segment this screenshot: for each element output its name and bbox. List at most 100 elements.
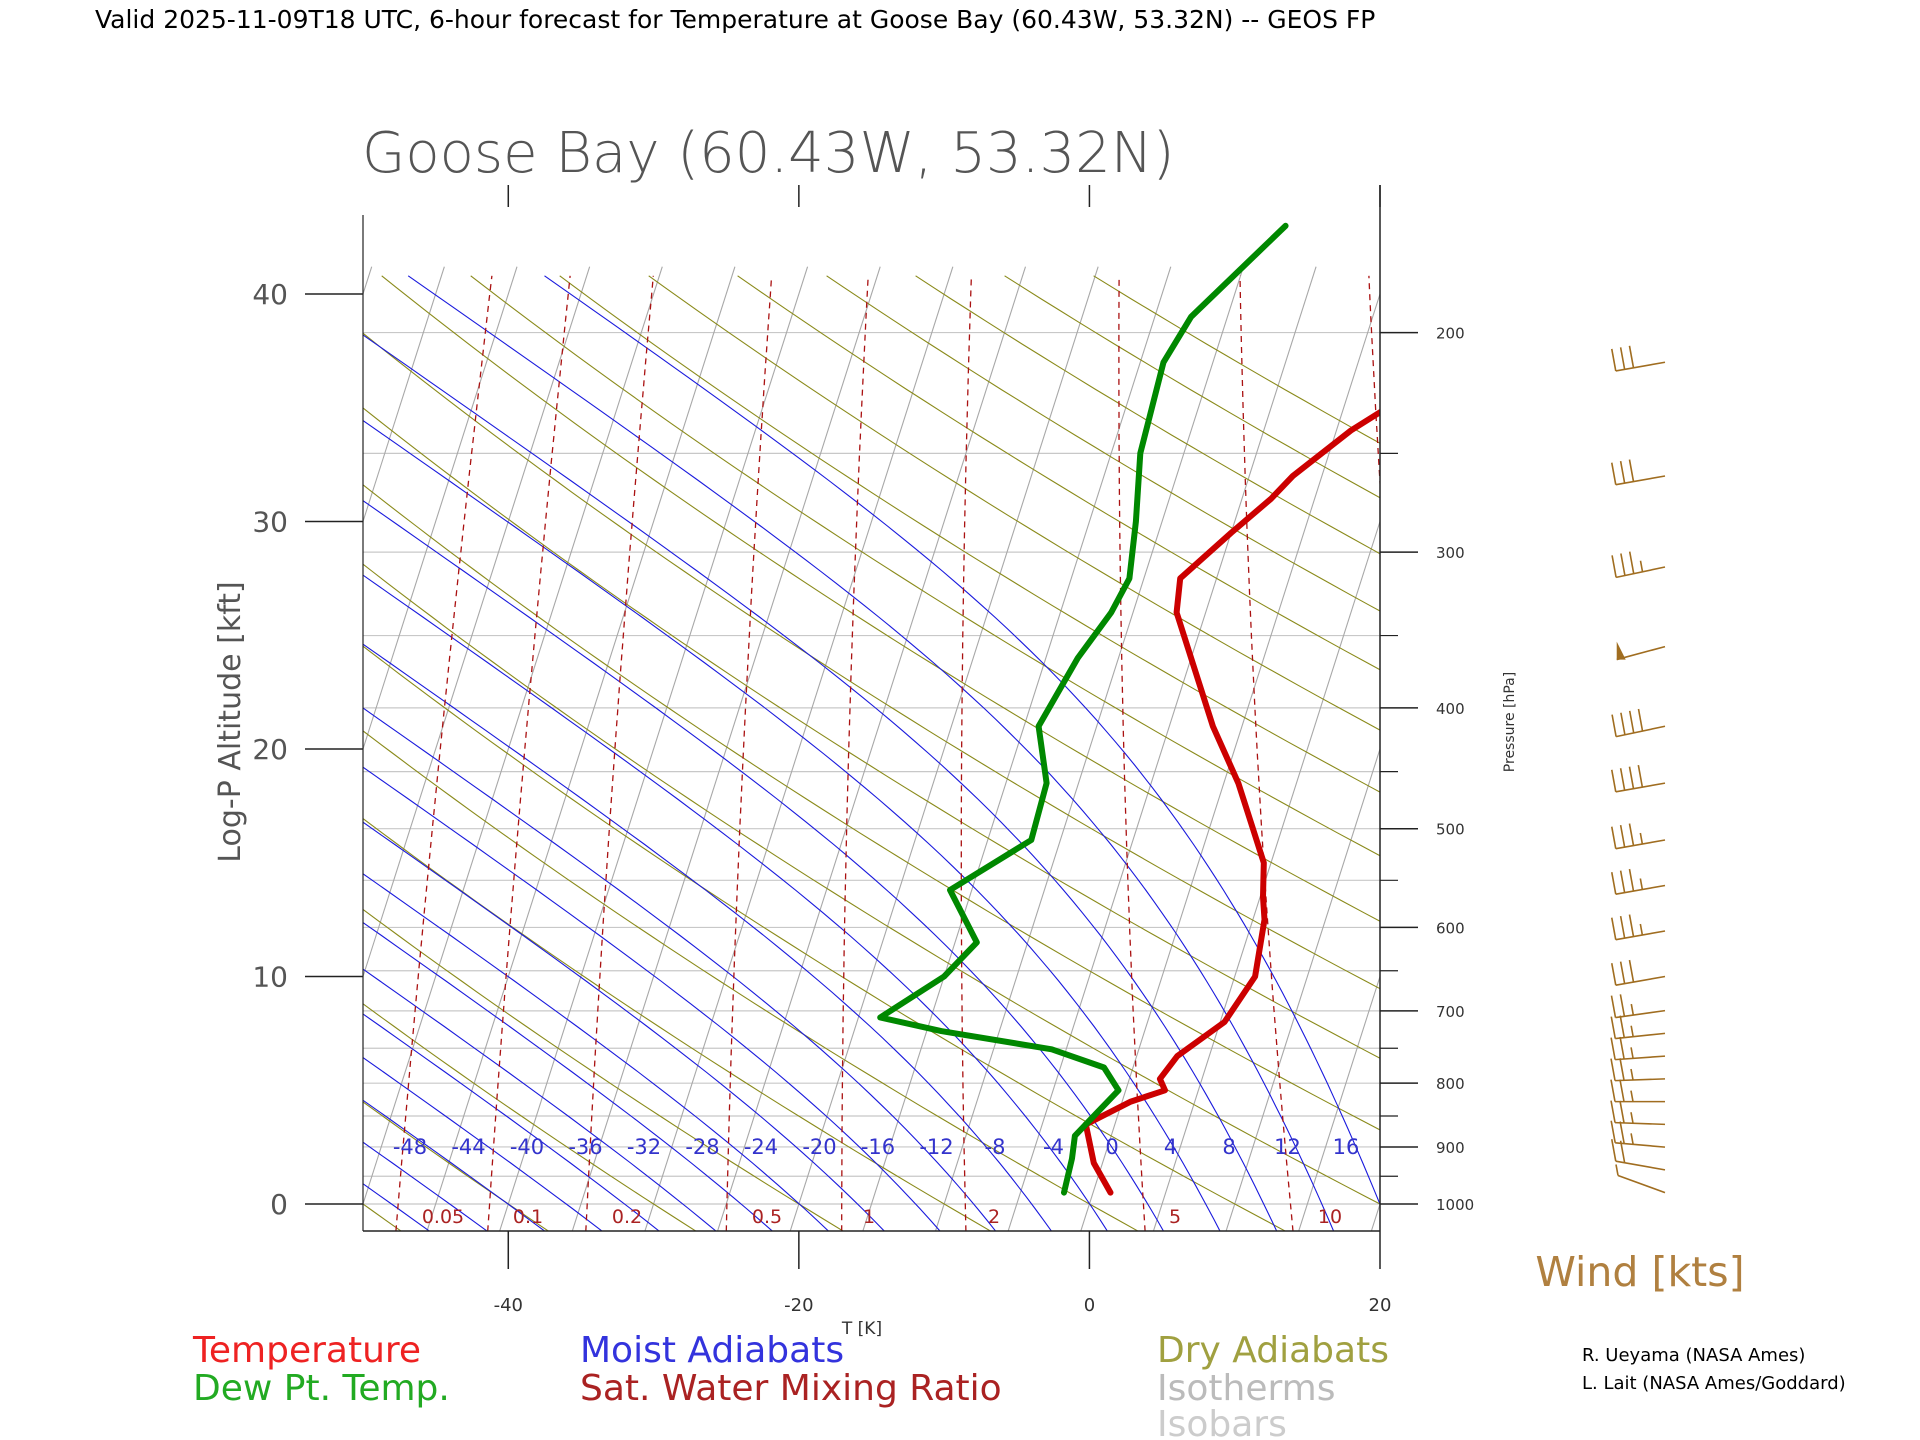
moist-adiabat [363, 1013, 660, 1231]
mixing-ratio-label: 5 [1169, 1206, 1181, 1228]
isotherm [717, 266, 1027, 1231]
isotherm [1589, 267, 1897, 1232]
moist-adiabat-label: -36 [568, 1135, 602, 1159]
x-axis-label: T [K] [841, 1319, 882, 1339]
wind-barb-half-feather [1639, 878, 1644, 890]
profiles [877, 222, 1380, 1196]
wind-barb-half-feather [1639, 923, 1644, 936]
wind-barb-feather [1619, 1121, 1625, 1144]
wind-barb-feather [1610, 1079, 1616, 1102]
wind-barb-feather [1610, 462, 1617, 485]
mixing-ratio-label: 0.2 [612, 1206, 642, 1228]
y-tick-label: 20 [252, 733, 288, 766]
moist-adiabat-label: -28 [685, 1135, 719, 1159]
wind-barb-flag [1616, 641, 1626, 660]
x-tick-label: 0 [1084, 1295, 1095, 1316]
moist-adiabat-label: 12 [1274, 1135, 1301, 1159]
moist-adiabat [363, 968, 717, 1231]
wind-barb [1610, 994, 1666, 1019]
legend-item: Dry Adiabats [1157, 1330, 1389, 1371]
wind-barb-feather [1619, 1140, 1626, 1163]
wind-barb-feather [1628, 459, 1635, 482]
background-lines [363, 266, 1920, 1232]
wind-barb [1610, 459, 1666, 486]
wind-barb-feather [1619, 768, 1626, 791]
moist-adiabat-label: 0 [1105, 1135, 1118, 1159]
wind-axis-label: Wind [kts] [1535, 1248, 1744, 1296]
moist-adiabat-label: -44 [451, 1135, 485, 1159]
isotherm [426, 266, 736, 1231]
profile-temperature [1082, 408, 1380, 1196]
wind-barb-feather [1619, 1079, 1625, 1102]
pressure-tick-label: 400 [1436, 700, 1465, 718]
wind-barb-feather [1611, 714, 1617, 737]
moist-adiabat-label: 4 [1164, 1135, 1177, 1159]
moist-adiabat-label: -12 [919, 1135, 953, 1159]
wind-barb-feather [1610, 1120, 1616, 1143]
mixing-ratio-label: 2 [988, 1206, 1000, 1228]
dry-adiabat [363, 484, 1380, 1131]
legend-item: Isobars [1157, 1404, 1287, 1440]
moist-adiabat [363, 766, 941, 1231]
wind-barbs [1610, 345, 1666, 1194]
x-tick-label: -40 [494, 1295, 523, 1316]
moist-adiabat-label: -16 [861, 1135, 895, 1159]
wind-barb [1616, 641, 1666, 661]
wind-barb-feather [1610, 963, 1617, 986]
moist-adiabat [407, 275, 1335, 1231]
dry-adiabat [363, 563, 1380, 1205]
wind-barb-staff [1617, 1174, 1666, 1194]
moist-adiabat [363, 921, 773, 1231]
moist-adiabat [363, 1056, 603, 1231]
profile-dew-pt-temp [877, 222, 1289, 1196]
isotherm [363, 266, 663, 1206]
moist-adiabat-label: -40 [510, 1135, 544, 1159]
isotherm [363, 266, 445, 524]
wind-barb-feather [1619, 961, 1626, 984]
wind-barb-feather [1619, 1100, 1625, 1124]
wind-barb-staff [1615, 1141, 1666, 1148]
wind-barb-half-feather [1630, 1025, 1634, 1037]
credit-line: R. Ueyama (NASA Ames) [1582, 1345, 1805, 1366]
pressure-tick-label: 900 [1436, 1139, 1465, 1157]
wind-barb-feather [1619, 824, 1626, 848]
wind-barb [1610, 823, 1666, 850]
isotherm [1298, 974, 1380, 1231]
mixing-ratio-line [395, 275, 493, 1231]
moist-adiabat-label: -20 [802, 1135, 836, 1159]
wind-barb-staff [1616, 645, 1666, 661]
wind-barb [1611, 551, 1666, 579]
dry-adiabat [381, 275, 1380, 922]
wind-barb-half-feather [1615, 1164, 1619, 1176]
wind-barb-feather [1637, 764, 1644, 788]
moist-adiabat [363, 574, 1108, 1231]
isotherm [1662, 267, 1920, 1232]
dry-adiabat [363, 645, 1286, 1231]
wind-barb [1610, 914, 1666, 941]
dry-adiabat [363, 908, 844, 1231]
dry-adiabat [363, 1203, 402, 1231]
wind-barb-half-feather [1630, 1112, 1634, 1124]
legend-item: Dew Pt. Temp. [193, 1368, 450, 1409]
pressure-tick-label: 800 [1436, 1075, 1465, 1093]
chart-title: Goose Bay (60.43W, 53.32N) [362, 121, 1174, 186]
wind-barb [1611, 708, 1666, 738]
wind-barb-feather [1610, 1100, 1616, 1123]
wind-barb [1610, 1100, 1666, 1126]
wind-barb [1610, 1036, 1666, 1061]
mixing-ratio-label: 10 [1318, 1206, 1342, 1228]
x-tick-label: -20 [784, 1295, 813, 1316]
header-title: Valid 2025-11-09T18 UTC, 6-hour forecast… [95, 5, 1375, 34]
pressure-tick-label: 700 [1436, 1003, 1465, 1021]
moist-adiabat [363, 499, 1165, 1231]
wind-barb-half-feather [1630, 1003, 1635, 1016]
mixing-ratio-label: 1 [863, 1206, 875, 1228]
moist-adiabat [363, 334, 1278, 1231]
dry-adiabat [737, 275, 1380, 671]
wind-barb-half-feather [1630, 1047, 1634, 1059]
moist-adiabat [363, 873, 830, 1231]
moist-adiabat-label: 8 [1222, 1135, 1235, 1159]
y-tick-label: 0 [270, 1188, 288, 1221]
dry-adiabat [363, 1003, 697, 1231]
